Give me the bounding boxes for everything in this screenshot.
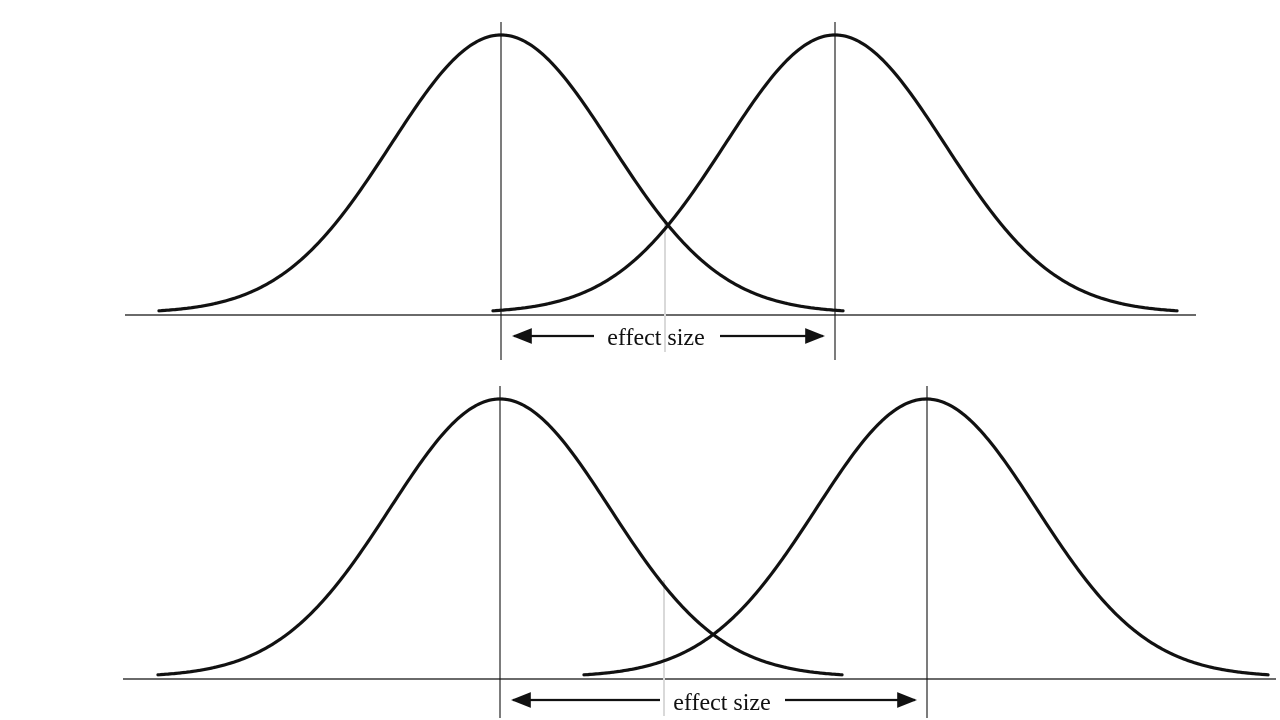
bottom-right-distribution-curve <box>582 397 1270 677</box>
bottom-effect-size-label: effect size <box>673 690 771 716</box>
top-panel: effect size <box>125 22 1196 360</box>
bottom-panel: effect size <box>123 386 1276 718</box>
top-effect-size-label: effect size <box>607 325 705 351</box>
